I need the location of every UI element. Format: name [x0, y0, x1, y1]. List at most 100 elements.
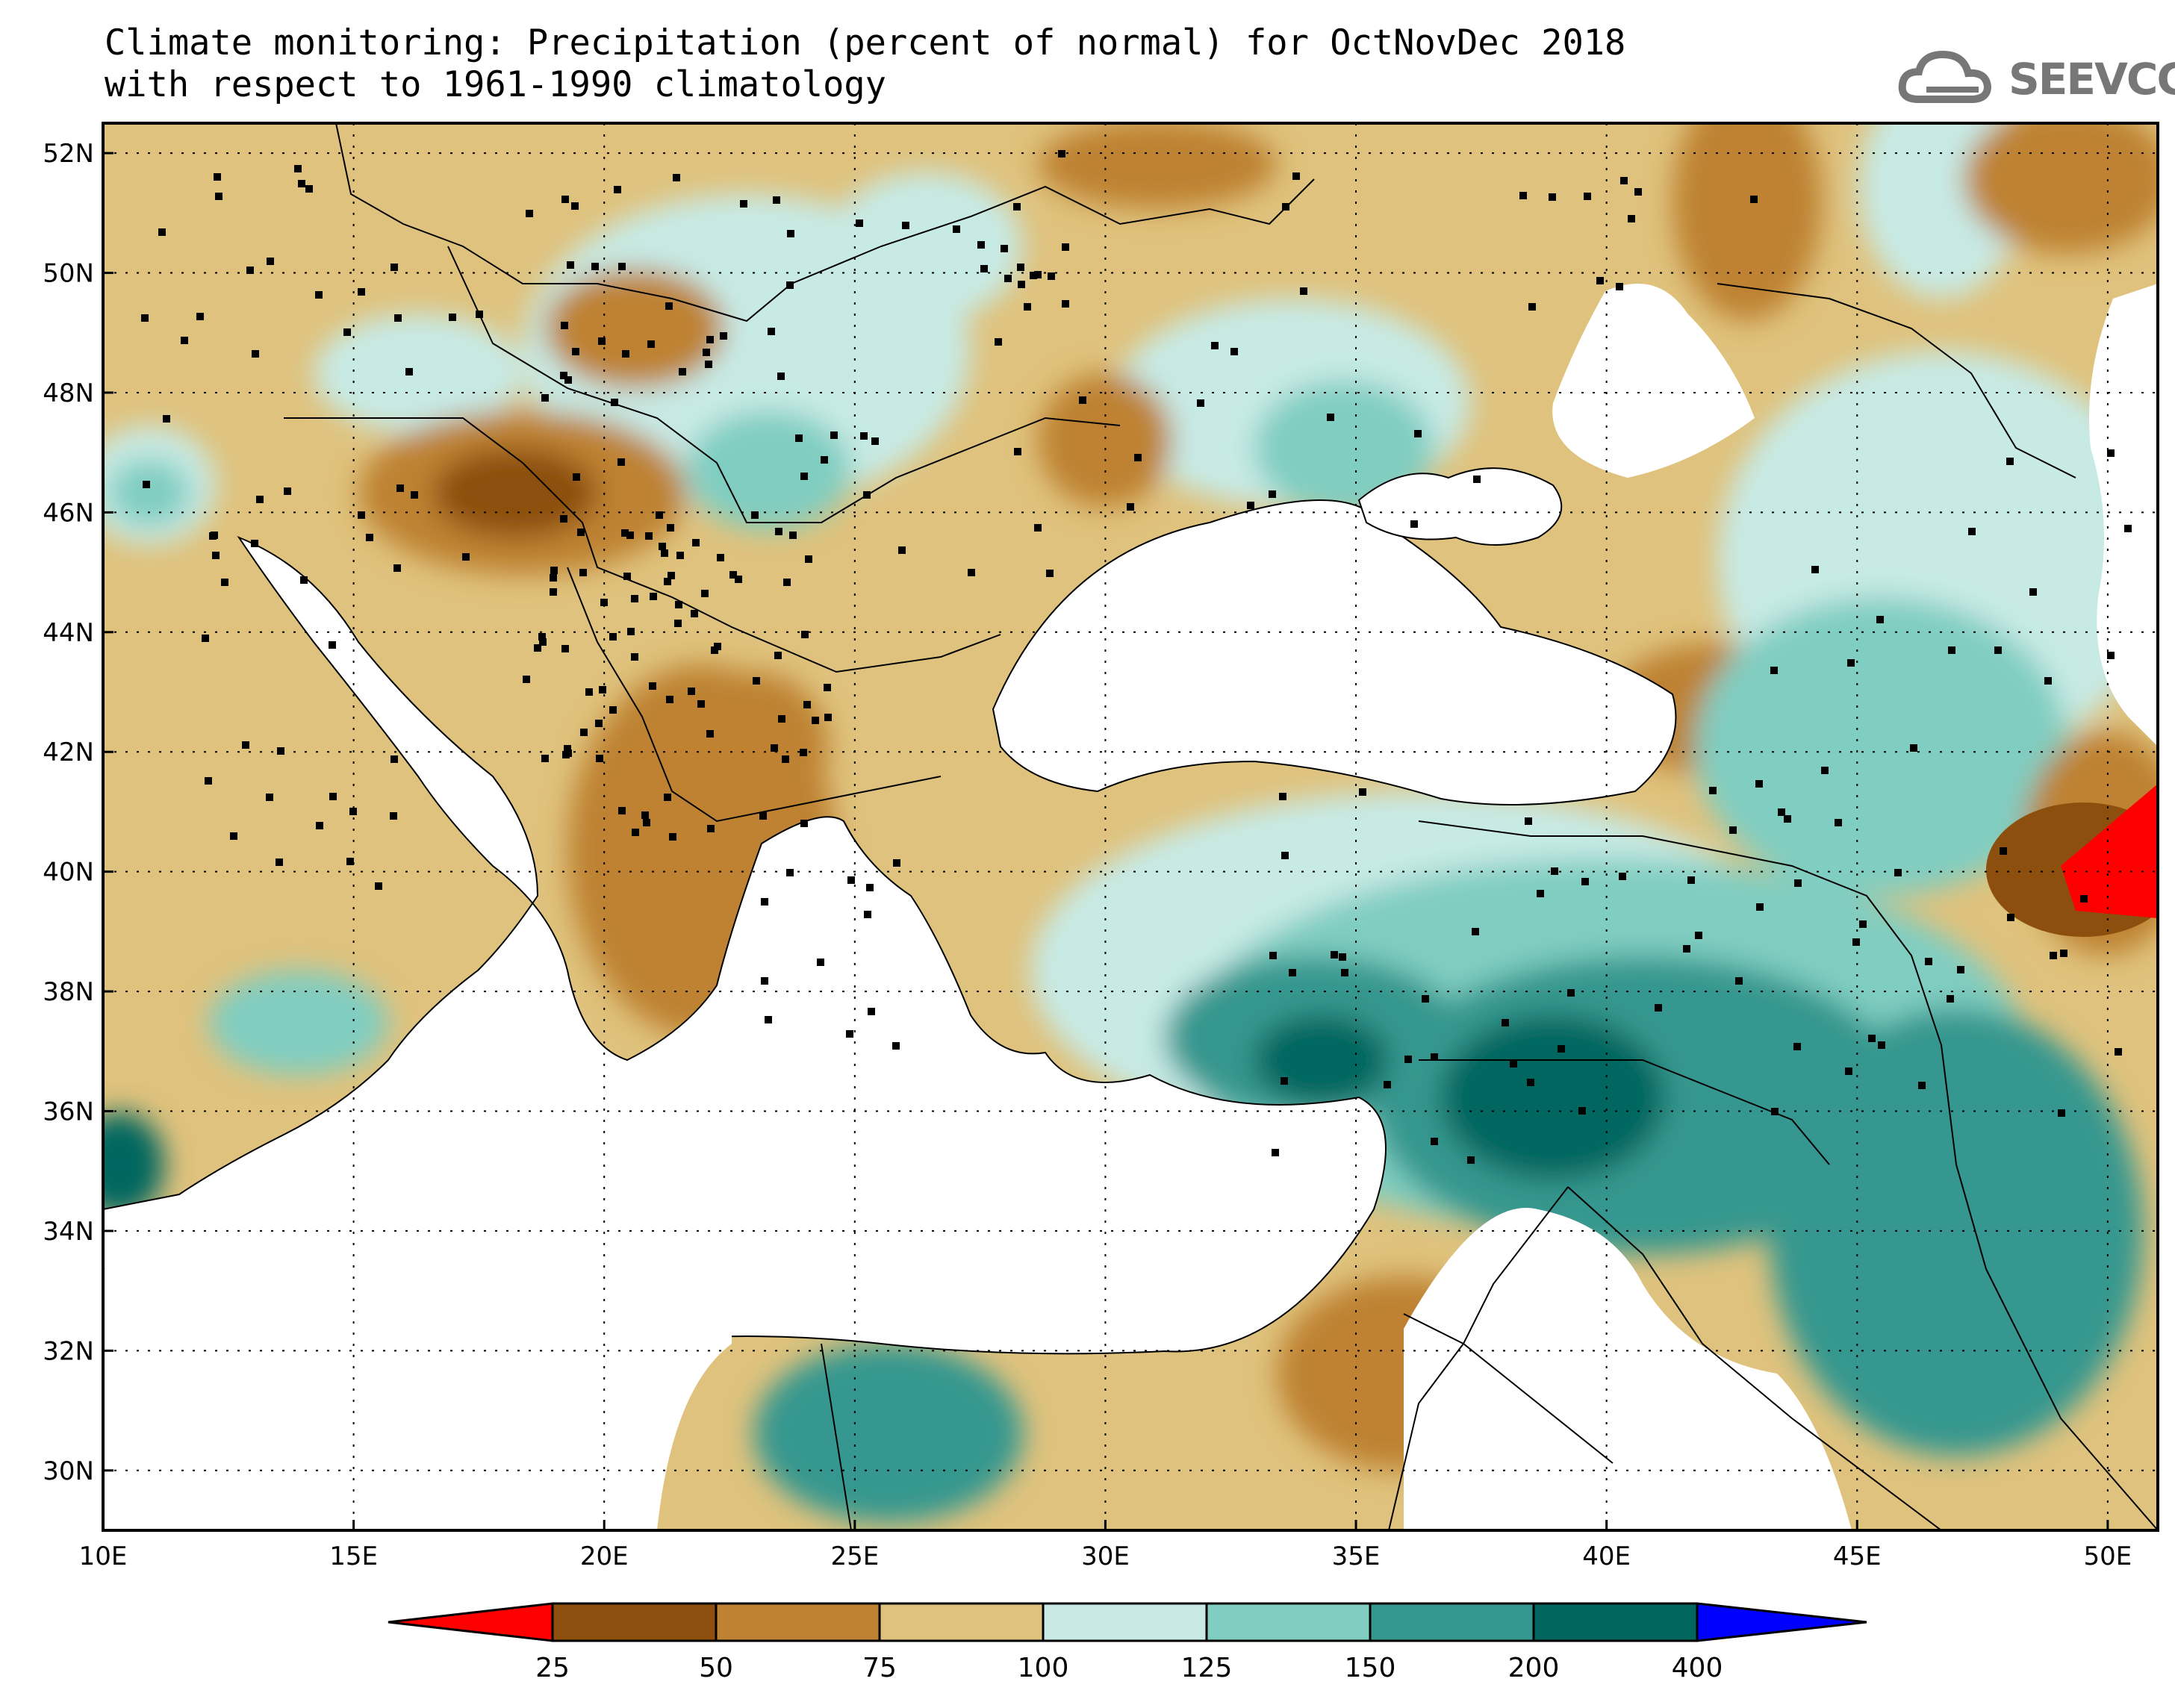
station-marker	[1062, 243, 1069, 251]
colorbar-swatch	[878, 1602, 1045, 1642]
station-marker	[539, 638, 547, 646]
station-marker	[315, 291, 323, 299]
station-marker	[856, 219, 863, 227]
station-marker	[1281, 1077, 1288, 1085]
station-marker	[824, 684, 831, 691]
station-marker	[1551, 867, 1558, 875]
station-marker	[1628, 215, 1635, 222]
station-marker	[209, 532, 217, 540]
station-marker	[995, 338, 1002, 346]
station-marker	[674, 620, 682, 627]
station-marker	[1918, 1082, 1926, 1089]
station-marker	[649, 682, 656, 690]
station-marker	[212, 552, 220, 559]
station-marker	[1289, 969, 1296, 976]
station-marker	[181, 337, 188, 344]
station-marker	[740, 200, 747, 208]
station-marker	[1620, 177, 1628, 184]
station-marker	[800, 749, 807, 756]
station-marker	[300, 576, 308, 584]
station-marker	[390, 264, 398, 271]
station-marker	[707, 825, 715, 832]
station-marker	[805, 555, 812, 563]
station-marker	[656, 511, 663, 519]
station-marker	[1596, 277, 1604, 284]
station-marker	[242, 741, 249, 749]
colorbar-label: 200	[1508, 1653, 1560, 1683]
station-marker	[1410, 520, 1418, 528]
station-marker	[1755, 780, 1763, 788]
station-marker	[1359, 788, 1366, 796]
station-marker	[1709, 787, 1717, 794]
station-marker	[902, 222, 909, 229]
station-marker	[214, 173, 221, 181]
station-marker	[343, 328, 351, 336]
station-marker	[664, 794, 671, 801]
station-marker	[1001, 245, 1008, 252]
station-marker	[1339, 953, 1346, 961]
station-marker	[824, 714, 832, 721]
latitude-tick-label: 50N	[43, 259, 94, 289]
station-marker	[720, 332, 727, 340]
station-marker	[541, 394, 549, 402]
colorbar-label: 100	[1018, 1653, 1069, 1683]
latitude-tick-label: 46N	[43, 498, 94, 528]
station-marker	[2124, 525, 2132, 532]
colorbar-label: 150	[1345, 1653, 1396, 1683]
station-marker	[643, 819, 650, 826]
station-marker	[252, 350, 259, 358]
station-marker	[898, 546, 906, 554]
station-marker	[647, 340, 655, 348]
station-marker	[2107, 449, 2115, 457]
station-marker	[783, 579, 791, 586]
station-marker	[1750, 196, 1758, 203]
station-marker	[1024, 303, 1031, 311]
station-marker	[1079, 396, 1086, 404]
station-marker	[143, 481, 150, 488]
station-marker	[2000, 847, 2007, 855]
station-marker	[892, 1042, 900, 1050]
station-marker	[1925, 958, 1932, 965]
station-marker	[1549, 193, 1556, 201]
colorbar-swatch	[551, 1602, 718, 1642]
station-marker	[246, 267, 254, 274]
colorbar-legend: 25 50 75 100 125 150 200 400	[388, 1602, 1867, 1683]
station-marker	[305, 185, 313, 193]
station-marker	[1048, 272, 1055, 280]
station-marker	[1847, 659, 1855, 667]
station-marker	[1013, 203, 1021, 211]
station-marker	[871, 437, 879, 445]
station-marker	[1414, 430, 1422, 437]
station-marker	[256, 496, 264, 503]
station-marker	[163, 415, 170, 423]
station-marker	[1683, 945, 1690, 953]
station-marker	[1948, 646, 1955, 654]
colorbar-swatch	[1042, 1602, 1208, 1642]
longitude-tick-label: 15E	[329, 1542, 378, 1571]
station-marker	[1616, 283, 1623, 290]
longitude-tick-label: 45E	[1833, 1542, 1882, 1571]
station-marker	[567, 261, 574, 269]
longitude-tick-label: 25E	[830, 1542, 879, 1571]
station-marker	[1729, 826, 1737, 834]
station-marker	[761, 977, 768, 985]
station-marker	[230, 832, 237, 840]
station-marker	[623, 573, 631, 580]
station-marker	[411, 491, 418, 499]
station-marker	[717, 554, 724, 561]
station-marker	[669, 833, 676, 841]
station-marker	[626, 532, 634, 539]
station-marker	[609, 633, 617, 640]
station-marker	[1211, 342, 1219, 349]
station-marker	[396, 484, 404, 492]
station-marker	[668, 572, 675, 579]
station-marker	[679, 368, 686, 375]
precipitation-field	[103, 123, 2158, 1530]
latitude-tick-label: 32N	[43, 1336, 94, 1366]
station-marker	[394, 314, 402, 322]
station-marker	[787, 230, 794, 237]
station-marker	[768, 328, 775, 335]
station-marker	[1878, 1041, 1885, 1049]
station-marker	[847, 876, 855, 884]
